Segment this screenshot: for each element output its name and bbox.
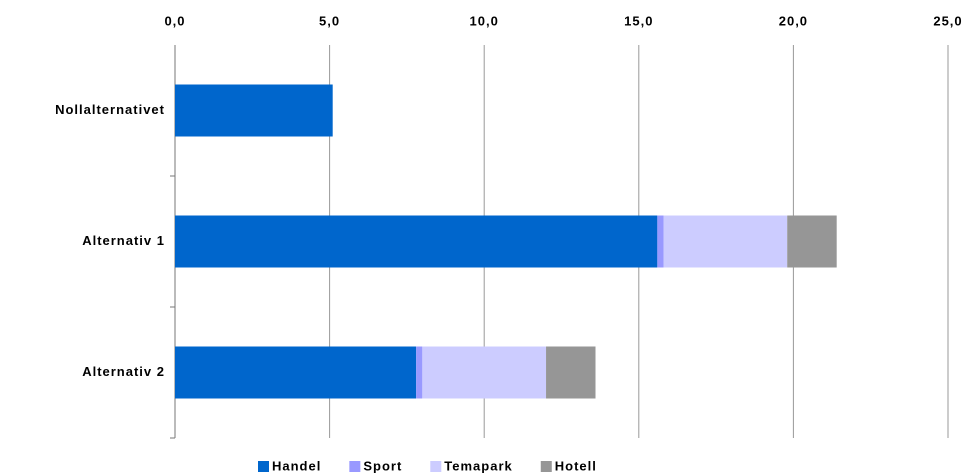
x-tick-label: 15,0 (624, 13, 653, 28)
x-tick-label: 10,0 (470, 13, 499, 28)
legend-label: Temapark (444, 458, 512, 473)
legend-label: Handel (272, 458, 321, 473)
y-tick-label: Nollalternativet (55, 102, 165, 117)
bar-segment (175, 346, 417, 399)
y-tick-label: Alternativ 2 (82, 364, 165, 379)
bar-segment (175, 215, 658, 268)
x-tick-label: 5,0 (319, 13, 340, 28)
bar-segment (416, 346, 423, 399)
bar-segment (422, 346, 547, 399)
bar-segment (175, 84, 333, 137)
legend-swatch (430, 461, 442, 472)
bar-segment (657, 215, 664, 268)
legend-swatch (540, 461, 552, 472)
bar-segment (787, 215, 837, 268)
y-tick-label: Alternativ 1 (82, 233, 165, 248)
legend-swatch (258, 461, 269, 472)
legend-label: Hotell (555, 458, 597, 473)
legend-swatch (349, 461, 361, 472)
bar-segment (546, 346, 596, 399)
bar-segment (663, 215, 788, 268)
x-tick-label: 0,0 (164, 13, 185, 28)
x-tick-label: 20,0 (779, 13, 808, 28)
x-tick-label: 25,0 (933, 13, 962, 28)
legend-label: Sport (363, 458, 402, 473)
